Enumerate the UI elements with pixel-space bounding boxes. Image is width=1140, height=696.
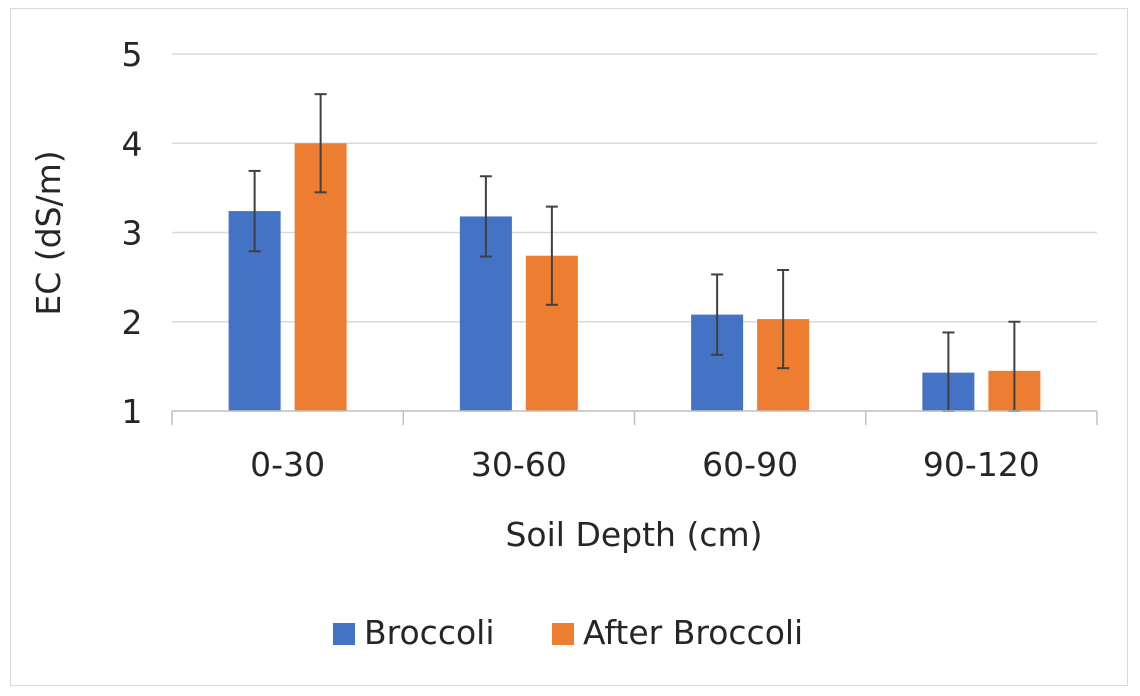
error-bars: [248, 93, 1021, 412]
legend-swatch-after-broccoli: [552, 623, 574, 645]
legend: Broccoli After Broccoli: [333, 613, 803, 652]
bars: [228, 143, 1041, 411]
x-tick-label: 60-90: [702, 445, 798, 484]
legend-swatch-broccoli: [333, 623, 355, 645]
legend-label-after-broccoli: After Broccoli: [583, 613, 803, 652]
axes: [171, 410, 1098, 425]
y-tick-labels: 1 2 3 4 5: [122, 35, 143, 431]
legend-label-broccoli: Broccoli: [364, 613, 495, 652]
y-tick-label: 3: [122, 214, 143, 253]
y-tick-label: 1: [122, 392, 143, 431]
x-tick-label: 0-30: [250, 445, 325, 484]
x-tick-labels: 0-30 30-60 60-90 90-120: [250, 445, 1040, 484]
y-tick-label: 2: [122, 303, 143, 342]
y-tick-label: 5: [122, 35, 143, 74]
y-axis-title: EC (dS/m): [29, 150, 68, 315]
x-tick-label: 30-60: [471, 445, 567, 484]
y-tick-label: 4: [122, 124, 143, 163]
x-axis-title: Soil Depth (cm): [505, 515, 762, 554]
x-tick-label: 90-120: [923, 445, 1040, 484]
